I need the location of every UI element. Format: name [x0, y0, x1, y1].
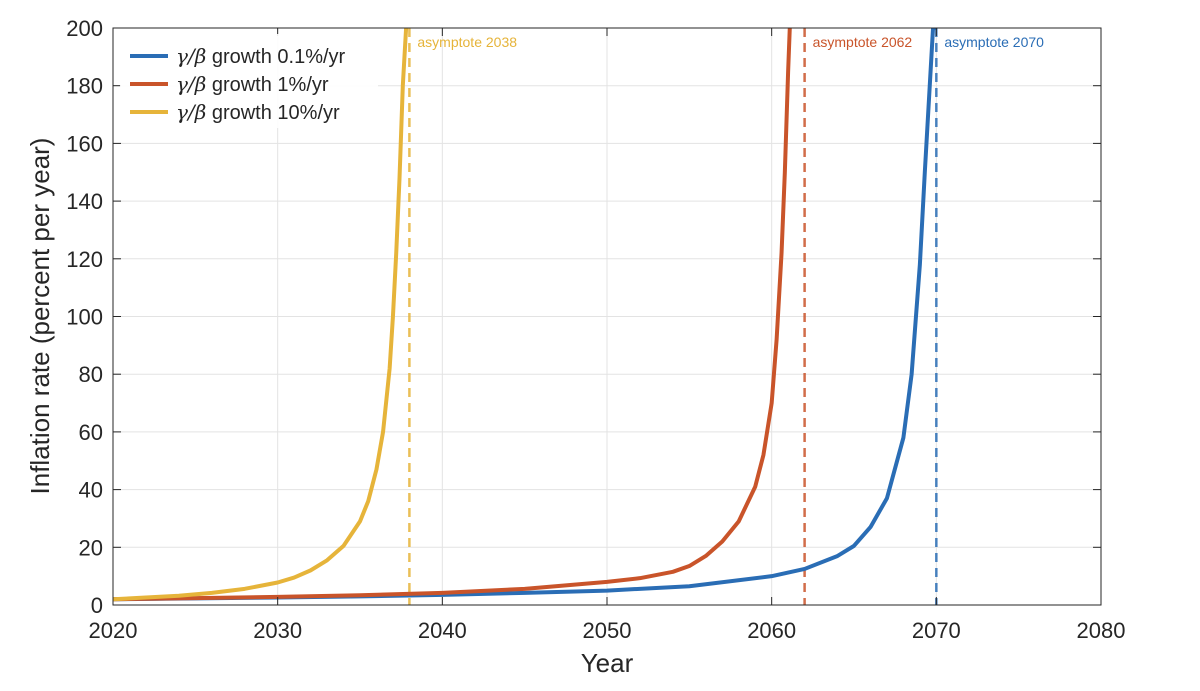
y-tick-label: 160: [66, 131, 103, 156]
y-tick-label: 80: [79, 362, 103, 387]
x-axis-ticks: 2020 2030 2040 2050 2060 2070 2080: [89, 28, 1126, 643]
series-lines: [113, 28, 937, 602]
x-axis-title: Year: [581, 648, 634, 678]
legend: γ/β growth 0.1%/yrγ/β growth 1%/yrγ/β gr…: [120, 34, 378, 128]
y-tick-label: 20: [79, 535, 103, 560]
y-tick-label: 100: [66, 305, 103, 330]
legend-entry-text: growth 10%/yr: [206, 102, 340, 124]
legend-entry-symbol: γ/β: [176, 72, 206, 96]
asymptote-label: asymptote 2038: [417, 34, 517, 50]
x-tick-label: 2030: [253, 618, 302, 643]
y-tick-label: 60: [79, 420, 103, 445]
x-tick-label: 2040: [418, 618, 467, 643]
asymptote-label: asymptote 2070: [944, 34, 1044, 50]
x-tick-label: 2050: [583, 618, 632, 643]
x-tick-label: 2020: [89, 618, 138, 643]
legend-entry-symbol: γ/β: [176, 44, 206, 68]
legend-entry-label: γ/β growth 1%/yr: [176, 72, 329, 96]
x-tick-label: 2070: [912, 618, 961, 643]
x-tick-label: 2060: [747, 618, 796, 643]
series-line: [113, 28, 409, 602]
legend-entry-text: growth 0.1%/yr: [206, 46, 345, 68]
y-tick-label: 200: [66, 16, 103, 41]
y-tick-label: 0: [91, 593, 103, 618]
y-tick-label: 140: [66, 189, 103, 214]
y-tick-label: 120: [66, 247, 103, 272]
legend-entry-label: γ/β growth 0.1%/yr: [176, 44, 346, 68]
y-tick-label: 40: [79, 478, 103, 503]
series-line: [113, 28, 792, 602]
y-axis-title: Inflation rate (percent per year): [25, 138, 55, 495]
y-tick-label: 180: [66, 74, 103, 99]
x-tick-label: 2080: [1077, 618, 1126, 643]
legend-entry-text: growth 1%/yr: [206, 74, 329, 96]
y-axis-ticks: 0 20 40 60 80 100 120 140 160 180 200: [66, 16, 1101, 618]
asymptote-lines: asymptote 2038 asymptote 2062 asymptote 20…: [408, 28, 1044, 605]
asymptote-label: asymptote 2062: [813, 34, 913, 50]
legend-entry-label: γ/β growth 10%/yr: [176, 100, 340, 124]
legend-entry-symbol: γ/β: [176, 100, 206, 124]
